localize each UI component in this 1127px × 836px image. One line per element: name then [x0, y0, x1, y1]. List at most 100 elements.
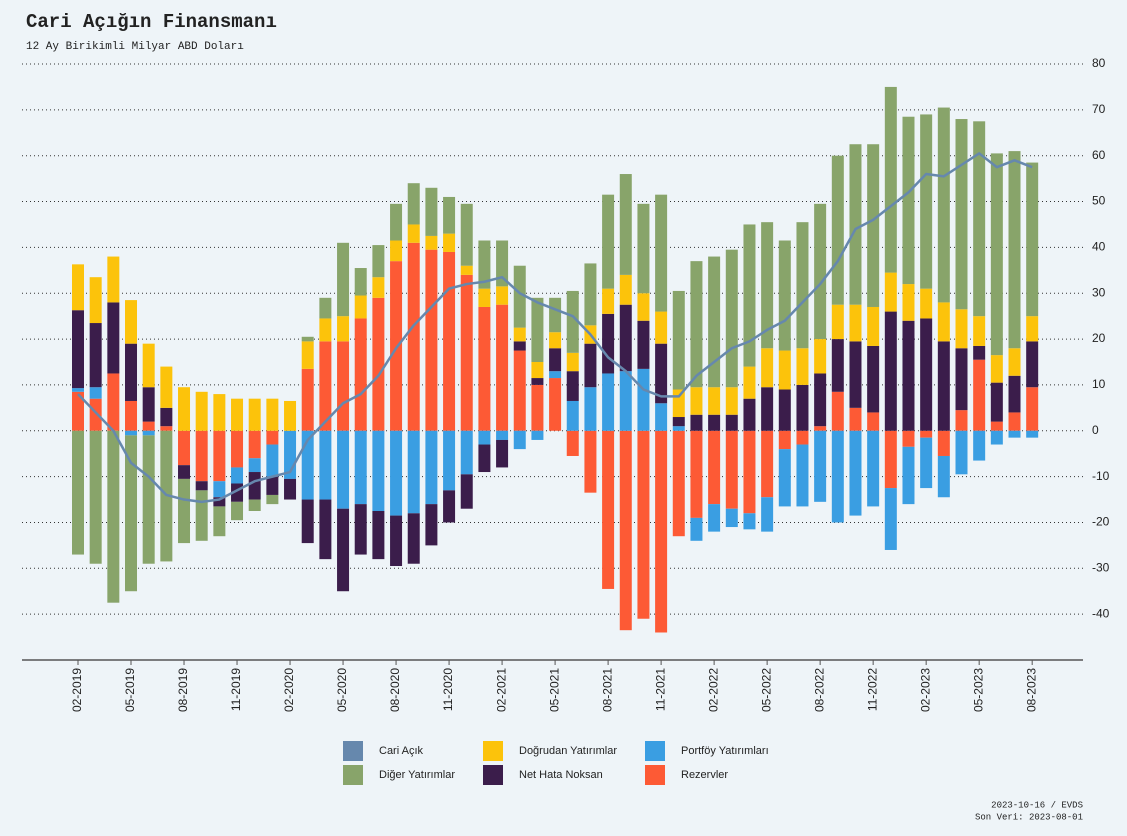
x-tick-label: 11-2021	[653, 668, 667, 711]
bar-segment	[584, 263, 597, 326]
bar-segment	[549, 378, 562, 431]
bar-segment	[72, 391, 84, 431]
bar-segment	[1008, 375, 1021, 413]
bar-segment	[319, 341, 332, 431]
bar-segment	[213, 481, 226, 498]
bar-segment	[602, 288, 615, 314]
bar-segment	[407, 183, 420, 225]
bar-segment	[690, 430, 703, 518]
x-tick-label: 02-2019	[70, 668, 84, 712]
bar-segment	[1026, 162, 1039, 317]
bar-segment	[814, 426, 827, 431]
bar-segment	[460, 274, 473, 431]
bar-segment	[902, 284, 915, 321]
footer-date: 2023-10-16 / EVDS	[991, 800, 1083, 810]
bar-segment	[937, 455, 950, 498]
bar-segment	[973, 430, 986, 461]
bar-segment	[107, 373, 120, 431]
bar-segment	[619, 371, 632, 431]
bar-segment	[566, 400, 579, 431]
bar-segment	[443, 251, 456, 431]
bar-segment	[496, 439, 509, 468]
bar-segment	[513, 430, 526, 450]
bar-segment	[602, 194, 615, 289]
x-tick-label: 05-2021	[547, 668, 561, 712]
x-tick-label: 08-2021	[600, 668, 614, 712]
legend-label: Portföy Yatırımları	[681, 745, 769, 757]
bar-segment	[725, 430, 738, 509]
bar-segment	[743, 366, 756, 399]
bar-segment	[549, 371, 562, 379]
bar-segment	[107, 302, 120, 374]
bar-segment	[990, 153, 1003, 356]
y-tick-label: -10	[1092, 469, 1110, 483]
bar-segment	[231, 430, 244, 468]
bar-segment	[248, 430, 261, 459]
x-tick-label: 05-2022	[759, 668, 773, 712]
bar-segment	[637, 203, 650, 294]
bar-segment	[72, 430, 84, 555]
bar-segment	[89, 430, 102, 564]
bar-segment	[778, 240, 791, 351]
bar-segment	[973, 316, 986, 346]
bar-segment	[125, 343, 138, 401]
bar-segment	[231, 398, 244, 431]
bar-segment	[955, 348, 968, 411]
bar-segment	[867, 144, 880, 307]
bar-segment	[337, 316, 350, 342]
legend-swatch	[343, 741, 363, 761]
legend-label: Doğrudan Yatırımlar	[519, 745, 617, 757]
bar-segment	[1026, 387, 1039, 431]
bar-segment	[725, 414, 738, 431]
bar-segment	[443, 233, 456, 252]
bar-segment	[248, 458, 261, 473]
bar-segment	[496, 430, 509, 440]
bar-segment	[72, 264, 84, 311]
bar-segment	[955, 119, 968, 310]
y-tick-label: -20	[1092, 515, 1110, 529]
bar-segment	[778, 389, 791, 431]
y-tick-label: 30	[1092, 285, 1106, 299]
bar-segment	[973, 345, 986, 360]
bar-segment	[301, 499, 314, 544]
bar-segment	[973, 121, 986, 317]
bar-segment	[778, 430, 791, 450]
bar-segment	[178, 478, 191, 544]
bar-segment	[213, 394, 226, 431]
bar-segment	[443, 490, 456, 523]
x-tick-label: 05-2023	[971, 668, 985, 712]
bar-segment	[884, 86, 897, 273]
bar-segment	[425, 504, 438, 546]
bar-segment	[213, 430, 226, 482]
bar-segment	[390, 515, 403, 567]
bar-segment	[867, 306, 880, 346]
y-tick-label: 20	[1092, 331, 1106, 345]
bar-segment	[89, 277, 102, 324]
x-tick-label: 08-2019	[176, 668, 190, 712]
bar-segment	[849, 407, 862, 431]
bar-segment	[89, 387, 102, 399]
bar-segment	[142, 421, 155, 431]
chart-title: Cari Açığın Finansmanı	[26, 11, 277, 33]
bar-segment	[990, 355, 1003, 383]
legend-swatch	[645, 741, 665, 761]
bar-segment	[354, 295, 367, 319]
bar-segment	[301, 368, 314, 431]
bar-segment	[160, 366, 173, 408]
x-tick-label: 08-2023	[1024, 668, 1038, 712]
bar-segment	[902, 430, 915, 447]
bar-segment	[549, 297, 562, 333]
bar-segment	[761, 222, 774, 349]
bar-segment	[513, 350, 526, 431]
y-tick-label: -40	[1092, 606, 1110, 620]
bar-segment	[301, 341, 314, 369]
bar-segment	[390, 430, 403, 516]
bar-segment	[796, 430, 809, 445]
bar-segment	[902, 320, 915, 431]
bar-segment	[920, 114, 933, 289]
legend-swatch	[343, 765, 363, 785]
bar-segment	[160, 426, 173, 431]
bar-segment	[761, 387, 774, 431]
bar-segment	[867, 345, 880, 413]
bar-segment	[655, 430, 668, 633]
